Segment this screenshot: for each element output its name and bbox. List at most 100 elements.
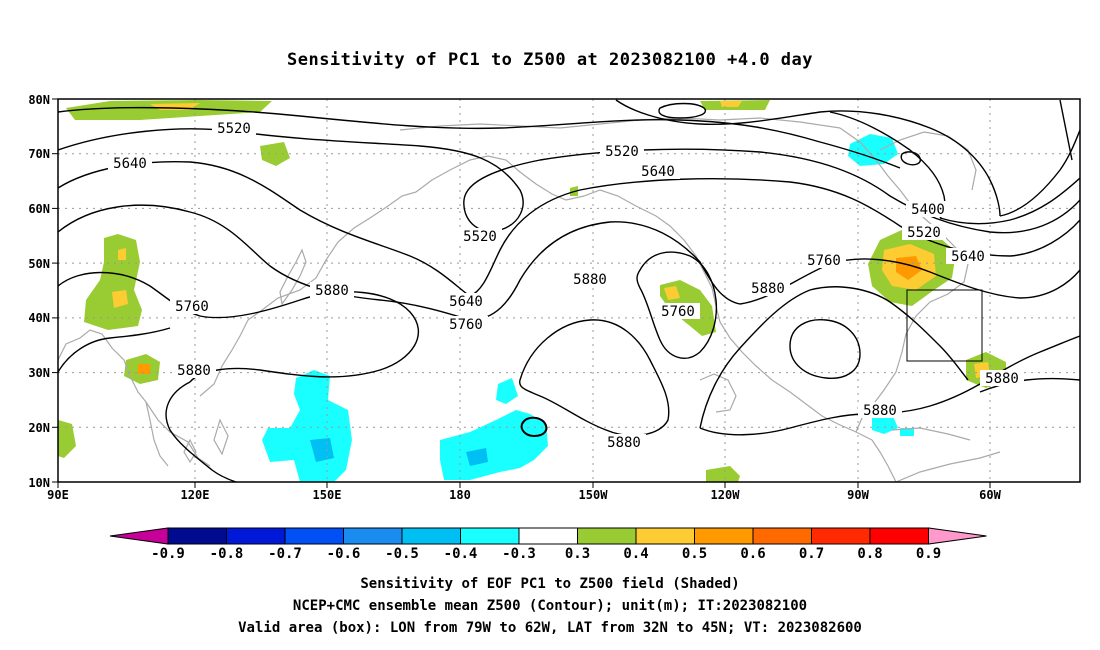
contour-label-text: 5640 xyxy=(113,156,147,172)
lon-tick-label: 120E xyxy=(181,488,210,502)
coast-baja xyxy=(699,373,737,413)
colorbar-swatch xyxy=(167,527,227,545)
caption-line-1: Sensitivity of EOF PC1 to Z500 field (Sh… xyxy=(360,576,740,592)
contour-label-text: 5760 xyxy=(175,299,209,315)
contour-label-text: 5880 xyxy=(177,363,211,379)
lat-tick-label: 60N xyxy=(28,202,50,216)
contour-labels: 5520 5640 5520 5640 5520 5760 5880 5640 … xyxy=(108,120,1024,451)
contour-line-5880-asia xyxy=(58,327,171,373)
colorbar-swatch xyxy=(284,527,344,545)
contour-line-5400-east xyxy=(999,129,1080,217)
axis-ticks xyxy=(52,98,991,488)
shade-arctic-east-core xyxy=(720,101,742,107)
colorbar-label: 0.3 xyxy=(565,546,590,562)
contour-line-5760-inner xyxy=(636,251,718,359)
contour-line-pacific-cell xyxy=(520,416,548,438)
colorbar-label: 0.4 xyxy=(623,546,648,562)
colorbar-label: -0.4 xyxy=(444,546,478,562)
contour-label: 5640 xyxy=(108,155,152,172)
contour-line-atlantic xyxy=(979,377,1080,393)
coast-central-america xyxy=(871,439,897,482)
lat-tick-label: 20N xyxy=(28,421,50,435)
colorbar-label: -0.5 xyxy=(385,546,419,562)
colorbar-swatch xyxy=(460,527,520,545)
contour-label: 5760 xyxy=(656,303,700,320)
colorbar-swatch xyxy=(226,527,286,545)
lat-tick-label: 50N xyxy=(28,257,50,271)
shade-pacific-central-core xyxy=(466,448,488,466)
contour-label: 5760 xyxy=(802,252,846,269)
shade-south-china-core xyxy=(138,364,150,374)
contour-label: 5400 xyxy=(906,201,950,218)
contour-label: 5520 xyxy=(212,120,256,137)
caption: Sensitivity of EOF PC1 to Z500 field (Sh… xyxy=(0,573,1100,639)
contour-label-text: 5520 xyxy=(907,225,941,241)
shade-east-canada-core xyxy=(896,256,922,280)
lat-axis-labels: 80N 70N 60N 50N 40N 30N 20N 10N xyxy=(28,93,50,490)
colorbar-label: -0.8 xyxy=(210,546,244,562)
contour-line-arctic-low xyxy=(658,102,707,119)
contour-label: 5640 xyxy=(444,293,488,310)
contour-label-text: 5520 xyxy=(605,144,639,160)
coast-arctic xyxy=(399,117,841,131)
colorbar-swatch xyxy=(811,527,871,545)
contour-label-text: 5520 xyxy=(463,229,497,245)
contour-line-5400-outer xyxy=(615,99,1001,217)
graticule xyxy=(58,99,1080,482)
contour-label: 5760 xyxy=(170,298,214,315)
coast-japan xyxy=(279,248,307,306)
contour-line-hudson-low xyxy=(900,151,921,166)
contour-label-text: 5760 xyxy=(661,304,695,320)
caption-line-3: Valid area (box): LON from 79W to 62W, L… xyxy=(238,620,862,636)
contour-label: 5880 xyxy=(858,402,902,419)
lon-tick-label: 60W xyxy=(979,488,1001,502)
colorbar-swatch xyxy=(401,527,461,545)
contour-label: 5640 xyxy=(946,248,990,265)
colorbar-label: 0.7 xyxy=(799,546,824,562)
contour-label: 5520 xyxy=(902,224,946,241)
lat-tick-label: 30N xyxy=(28,366,50,380)
coast-caribbean xyxy=(891,427,971,441)
colorbar: -0.9 -0.8 -0.7 -0.6 -0.5 -0.4 -0.3 0.3 0.4 0.5 0.6… xyxy=(109,527,987,562)
shade-north-america-west-core xyxy=(664,286,680,300)
lon-tick-label: 90E xyxy=(47,488,69,502)
lon-axis-labels: 90E 120E 150E 180 150W 120W 90W 60W xyxy=(47,488,1001,502)
contour-label-text: 5880 xyxy=(863,403,897,419)
colorbar-swatch xyxy=(752,527,812,545)
colorbar-triangle-left xyxy=(109,527,169,545)
coast-south-america xyxy=(895,451,1001,482)
contour-line-1 xyxy=(58,106,901,169)
colorbar-swatch xyxy=(343,527,403,545)
contour-label: 5520 xyxy=(458,228,502,245)
valid-area-box xyxy=(906,289,983,362)
lon-tick-label: 90W xyxy=(847,488,869,502)
contour-line-5880-south xyxy=(699,335,1080,436)
map-title: Sensitivity of PC1 to Z500 at 2023082100… xyxy=(286,50,813,70)
colorbar-swatch xyxy=(577,527,637,545)
colorbar-triangle-right xyxy=(928,527,987,545)
contour-line-far-east xyxy=(1059,99,1073,161)
colorbar-label: -0.6 xyxy=(327,546,361,562)
contour-label-text: 5880 xyxy=(751,281,785,297)
shade-caribbean-2 xyxy=(900,428,914,436)
colorbar-label: 0.5 xyxy=(682,546,707,562)
contour-label-text: 5520 xyxy=(217,121,251,137)
colorbar-label: -0.7 xyxy=(268,546,302,562)
shade-india xyxy=(58,420,76,458)
contour-line-5880-na xyxy=(699,286,969,429)
coast-indochina xyxy=(145,401,169,467)
contour-label: 5760 xyxy=(444,316,488,333)
contour-label: 5880 xyxy=(980,370,1024,387)
colorbar-label: 0.9 xyxy=(916,546,941,562)
contour-label-text: 5640 xyxy=(641,164,675,180)
contour-label-text: 5640 xyxy=(449,294,483,310)
coast-north-america-pacific xyxy=(415,155,873,441)
contour-line-5880-scs xyxy=(165,381,237,482)
shade-mexico-south xyxy=(706,466,740,482)
colorbar-label: 0.8 xyxy=(857,546,882,562)
shade-asia-west-core2 xyxy=(118,248,126,260)
colorbar-swatch xyxy=(518,527,578,545)
shade-pacific-dot xyxy=(496,378,518,404)
shade-caribbean xyxy=(872,414,898,434)
